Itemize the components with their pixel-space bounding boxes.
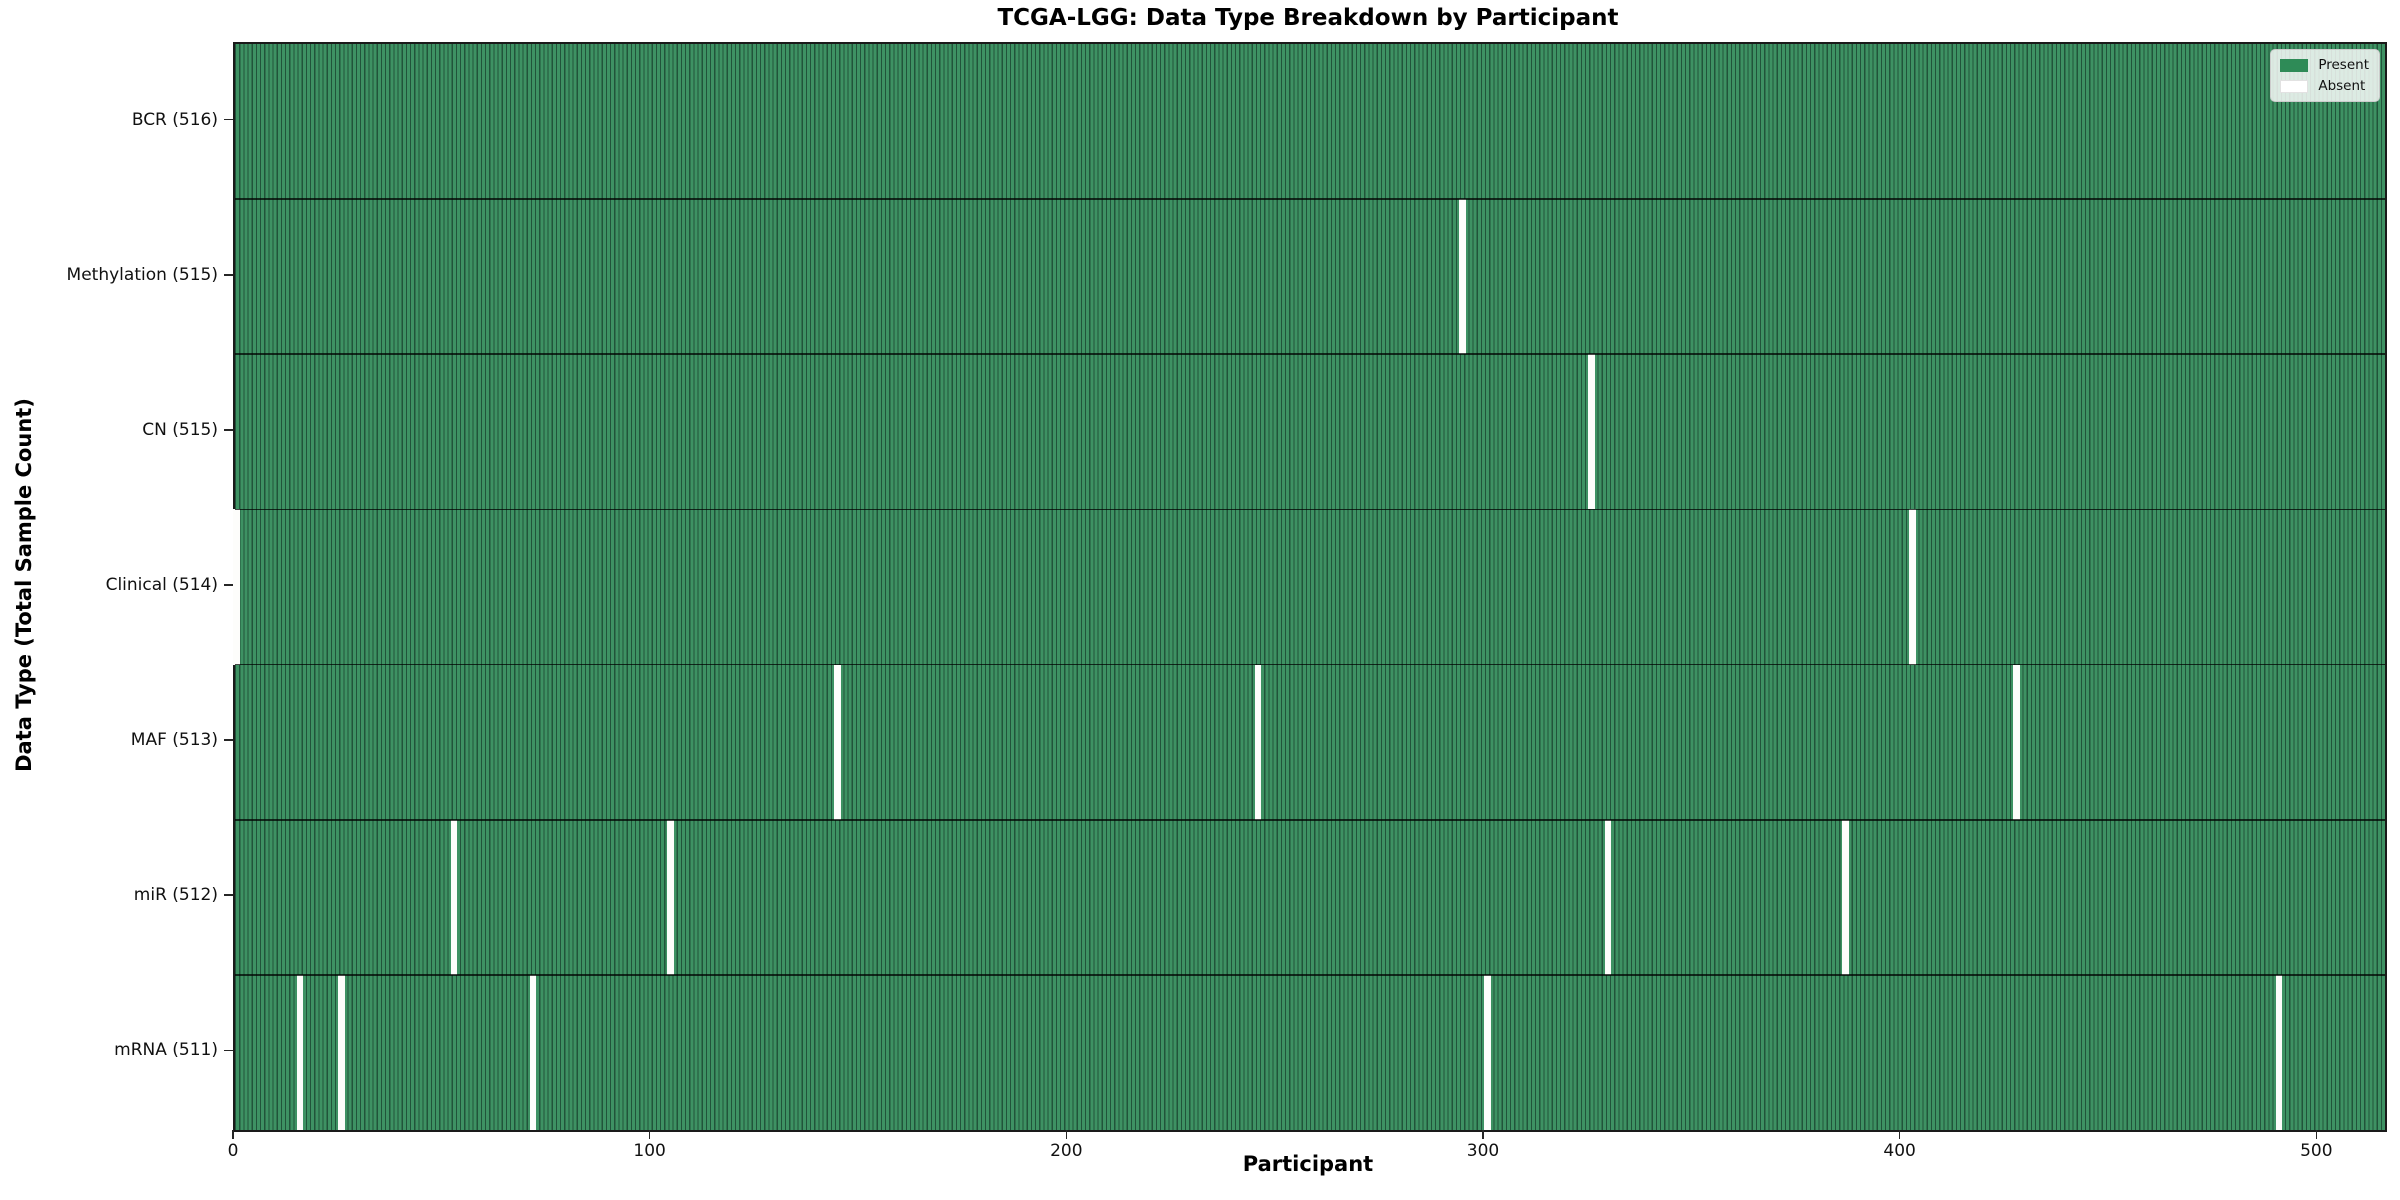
row-divider	[235, 353, 2385, 356]
absent-gap	[529, 974, 537, 1130]
chart-row-cn	[235, 354, 2385, 510]
absent-gap	[1484, 974, 1491, 1130]
absent-gap	[1459, 199, 1466, 355]
y-tick-mark	[224, 739, 233, 741]
y-tick-mark	[224, 1049, 233, 1052]
y-tick-mark	[224, 894, 233, 897]
x-tick-label: 100	[633, 1141, 666, 1161]
plot-area: Present Absent	[233, 42, 2387, 1132]
chart-row-bcr	[235, 44, 2385, 200]
row-divider	[235, 818, 2385, 821]
y-tick-label: miR (512)	[133, 885, 218, 906]
legend-absent-label: Absent	[2318, 78, 2366, 94]
absent-gap	[450, 819, 458, 975]
y-tick-mark	[224, 429, 233, 431]
legend-present-swatch-icon	[2280, 58, 2309, 72]
chart-row-clinical	[235, 509, 2385, 665]
chart-row-mrna	[235, 974, 2385, 1130]
x-tick-mark	[648, 1130, 651, 1139]
absent-gap	[296, 974, 304, 1130]
row-divider	[235, 974, 2385, 976]
y-tick-mark	[224, 584, 233, 586]
absent-gap	[667, 819, 674, 975]
absent-gap	[1254, 664, 1262, 820]
legend-present-label: Present	[2318, 57, 2369, 73]
y-tick-label: MAF (513)	[130, 730, 218, 751]
x-tick-label: 0	[227, 1141, 239, 1161]
x-tick-mark	[232, 1130, 234, 1139]
chart-row-maf	[235, 664, 2385, 820]
y-tick-mark	[224, 118, 233, 121]
absent-gap	[233, 509, 240, 665]
x-tick-mark	[1065, 1130, 1068, 1139]
absent-gap	[338, 974, 345, 1130]
absent-gap	[1604, 819, 1612, 975]
absent-gap	[834, 664, 841, 820]
absent-gap	[1588, 354, 1595, 510]
y-tick-label: BCR (516)	[131, 109, 218, 130]
legend-entry-absent: Absent	[2280, 78, 2369, 94]
absent-gap	[2275, 974, 2283, 1130]
row-divider	[235, 663, 2385, 666]
x-tick-label: 200	[1050, 1141, 1083, 1161]
x-tick-mark	[2315, 1130, 2318, 1139]
x-tick-label: 500	[2300, 1141, 2333, 1161]
absent-gap	[2013, 664, 2020, 820]
legend-entry-present: Present	[2280, 57, 2369, 73]
y-tick-label: Methylation (515)	[66, 264, 218, 285]
x-tick-label: 300	[1466, 1141, 1500, 1161]
row-divider	[235, 198, 2385, 200]
x-tick-label: 400	[1883, 1141, 1916, 1161]
chart-row-mir	[235, 819, 2385, 975]
chart-row-methylation	[235, 199, 2385, 355]
y-tick-label: Clinical (514)	[105, 575, 218, 595]
x-axis-label: Participant	[1242, 1152, 1374, 1176]
legend-absent-swatch-icon	[2280, 79, 2309, 93]
absent-gap	[1909, 509, 1916, 665]
y-tick-label: CN (515)	[142, 419, 218, 440]
y-tick-mark	[224, 273, 233, 276]
absent-gap	[1842, 819, 1849, 975]
chart-title: TCGA-LGG: Data Type Breakdown by Partici…	[997, 5, 1619, 31]
x-tick-mark	[1482, 1130, 1484, 1139]
row-divider	[235, 508, 2385, 511]
x-tick-mark	[1898, 1130, 1901, 1139]
y-tick-label: mRNA (511)	[114, 1040, 218, 1061]
legend: Present Absent	[2270, 49, 2380, 102]
